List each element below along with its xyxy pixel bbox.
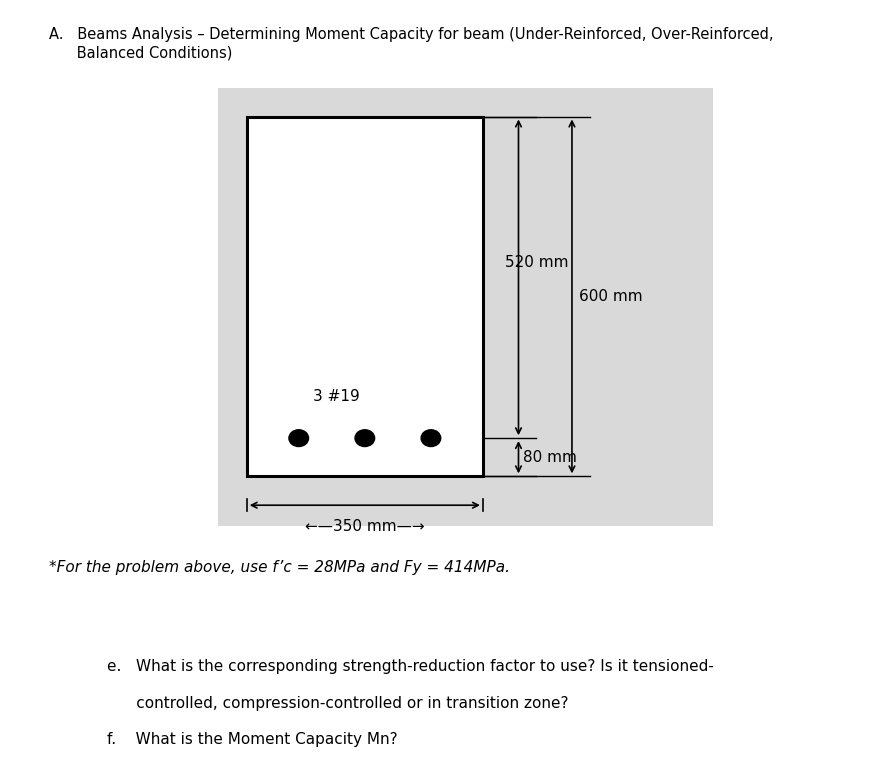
Text: 3 #19: 3 #19: [313, 389, 360, 404]
Text: 600 mm: 600 mm: [579, 289, 642, 304]
Circle shape: [421, 430, 441, 447]
Bar: [247, 117, 483, 476]
Text: Balanced Conditions): Balanced Conditions): [49, 46, 233, 61]
Text: *For the problem above, use f’c = 28MPa and Fy = 414MPa.: *For the problem above, use f’c = 28MPa …: [49, 560, 510, 575]
Circle shape: [289, 430, 308, 447]
Text: 520 mm: 520 mm: [505, 255, 568, 270]
Text: controlled, compression-controlled or in transition zone?: controlled, compression-controlled or in…: [107, 696, 568, 711]
Text: f.    What is the Moment Capacity Mn?: f. What is the Moment Capacity Mn?: [107, 732, 397, 747]
Text: 80 mm: 80 mm: [523, 450, 576, 465]
Text: e.   What is the corresponding strength-reduction factor to use? Is it tensioned: e. What is the corresponding strength-re…: [107, 659, 714, 674]
Text: A.   Beams Analysis – Determining Moment Capacity for beam (Under-Reinforced, Ov: A. Beams Analysis – Determining Moment C…: [49, 27, 773, 42]
Circle shape: [355, 430, 374, 447]
Bar: [218, 88, 713, 526]
Text: ←—350 mm—→: ←—350 mm—→: [305, 519, 425, 534]
